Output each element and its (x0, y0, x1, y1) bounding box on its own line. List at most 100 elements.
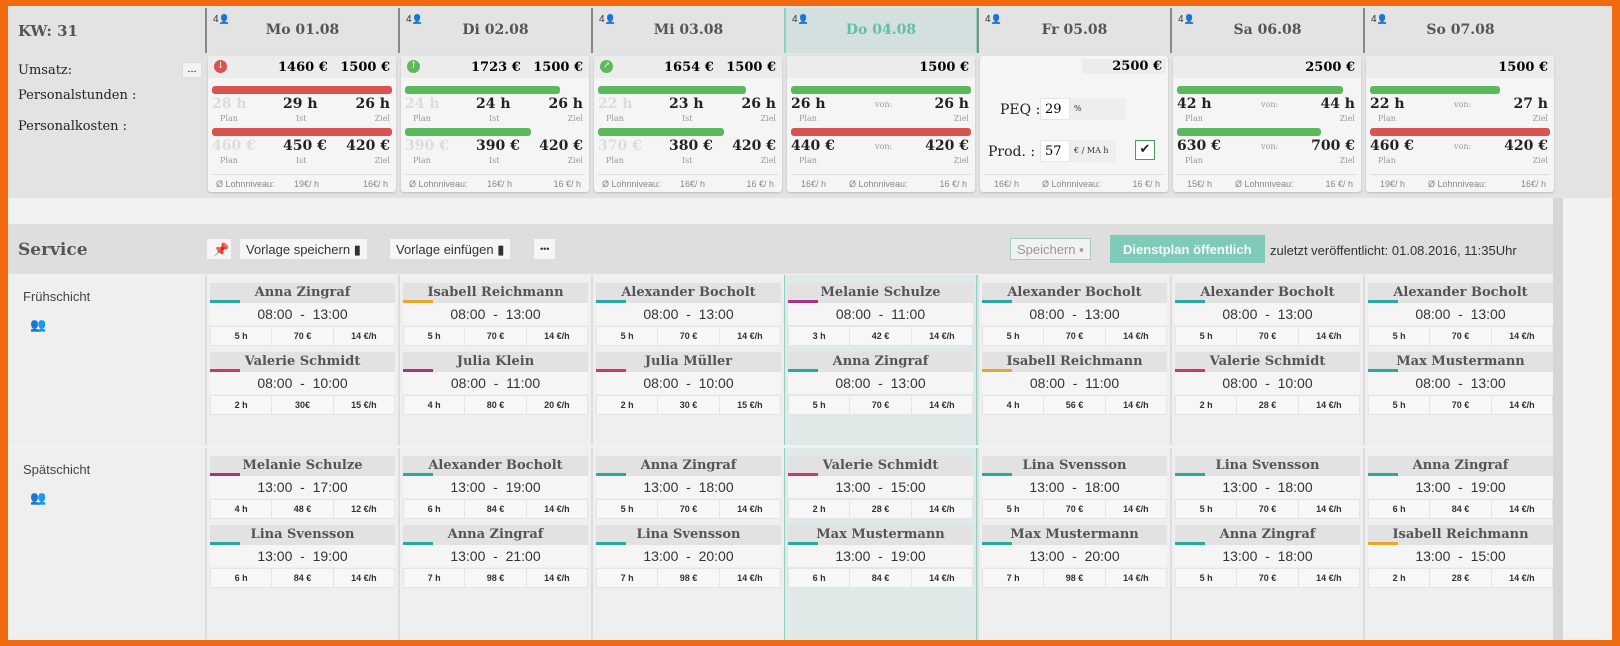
day-header[interactable]: 4👤 So 07.08 (1363, 8, 1556, 53)
employee-name: Lina Svensson (1175, 456, 1360, 476)
shift-card[interactable]: Julia Klein 08:00 - 11:00 4 h 80 €20 €/h (403, 352, 588, 417)
day-shift-column[interactable]: Alexander Bocholt 13:00 - 19:00 6 h 84 €14 … (398, 448, 591, 640)
shift-card[interactable]: Alexander Bocholt 13:00 - 19:00 6 h 84 €14 … (403, 456, 588, 521)
shift-card[interactable]: Anna Zingraf 13:00 - 19:00 6 h 84 €14 €/h (1368, 456, 1553, 521)
shift-time: 13:00 - 20:00 (596, 545, 781, 567)
shift-hours: 5 h (1006, 504, 1020, 514)
shift-cost: 56 € (1043, 396, 1104, 414)
shift-card[interactable]: Alexander Bocholt 08:00 - 13:00 5 h 70 €14 … (1175, 283, 1360, 348)
day-shift-column[interactable]: Anna Zingraf 08:00 - 13:00 5 h 70 €14 €/h Va… (205, 275, 398, 445)
umsatz-row: 1500 € (787, 56, 975, 78)
day-shift-column[interactable]: Melanie Schulze 13:00 - 17:00 4 h 48 €12 €/… (205, 448, 398, 640)
group-icon[interactable]: 👥 (30, 490, 47, 505)
shift-card[interactable]: Anna Zingraf 08:00 - 13:00 5 h 70 €14 €/h (210, 283, 395, 348)
von-caption: von: (1261, 100, 1279, 109)
day-header[interactable]: 4👤 Do 04.08 (784, 8, 977, 53)
shift-card[interactable]: Alexander Bocholt 08:00 - 13:00 5 h 70 €14 … (982, 283, 1167, 348)
employee-color-marker (1368, 300, 1398, 303)
day-shift-column[interactable]: Melanie Schulze 08:00 - 11:00 3 h 42 €14 €/… (784, 275, 977, 445)
day-shift-column[interactable]: Valerie Schmidt 13:00 - 15:00 2 h 28 €14 €/… (784, 448, 977, 640)
shift-card[interactable]: Lina Svensson 13:00 - 18:00 5 h 70 €14 €/h (1175, 456, 1360, 521)
ist-caption: Ist (296, 156, 307, 165)
day-shift-column[interactable]: Anna Zingraf 13:00 - 19:00 6 h 84 €14 €/h Is… (1363, 448, 1556, 640)
day-summary-card: 2500 € PEQ :29% Prod. :57 € / MA h ✔ 16€/ h Ø … (980, 56, 1168, 192)
shift-card[interactable]: Anna Zingraf 13:00 - 18:00 5 h 70 €14 €/h (1175, 525, 1360, 590)
shift-rate: 14 €/h (718, 569, 780, 587)
day-shift-column[interactable]: Alexander Bocholt 08:00 - 13:00 5 h 70 €14 … (977, 275, 1170, 445)
shift-hours: 5 h (620, 504, 634, 514)
shift-card[interactable]: Valerie Schmidt 13:00 - 15:00 2 h 28 €14 €/… (788, 456, 973, 521)
shift-card[interactable]: Alexander Bocholt 08:00 - 13:00 5 h 70 €14 … (596, 283, 781, 348)
confirm-checkbox[interactable]: ✔ (1135, 140, 1155, 160)
day-shift-column[interactable]: Lina Svensson 13:00 - 18:00 5 h 70 €14 €/h A… (1170, 448, 1363, 640)
shift-rate: 15 €/h (332, 396, 394, 414)
shift-card[interactable]: Anna Zingraf 08:00 - 13:00 5 h 70 €14 €/h (788, 352, 973, 417)
scrollbar[interactable] (1553, 198, 1563, 640)
publish-button[interactable]: Dienstplan öffentlich (1110, 235, 1265, 263)
shift-cost: 98 € (657, 569, 718, 587)
ist-value: 29 h (283, 96, 318, 112)
peq-input[interactable]: 29 (1040, 98, 1070, 120)
shift-card[interactable]: Max Mustermann 13:00 - 20:00 7 h 98 €14 €/h (982, 525, 1167, 590)
trend-up-right-icon: ↗ (600, 60, 613, 73)
shift-card[interactable]: Valerie Schmidt 08:00 - 10:00 2 h 30€ 15 €/h (210, 352, 395, 417)
shift-cost: 70 € (1429, 396, 1490, 414)
shift-card[interactable]: Max Mustermann 08:00 - 13:00 5 h 70 €14 €/h (1368, 352, 1553, 417)
employee-color-marker (1175, 473, 1205, 476)
shift-card[interactable]: Lina Svensson 13:00 - 20:00 7 h 98 €14 €/h (596, 525, 781, 590)
employee-name: Anna Zingraf (403, 525, 588, 545)
shift-rate: 14 €/h (525, 327, 587, 345)
more-options-button[interactable]: ... (182, 62, 202, 78)
insert-template-button[interactable]: Vorlage einfügen ▮ (389, 238, 512, 260)
shift-card[interactable]: Max Mustermann 13:00 - 19:00 6 h 84 €14 €/h (788, 525, 973, 590)
day-header[interactable]: 4👤 Sa 06.08 (1170, 8, 1363, 53)
prod-input[interactable]: 57 (1040, 140, 1070, 162)
day-shift-column[interactable]: Anna Zingraf 13:00 - 18:00 5 h 70 €14 €/h Li… (591, 448, 784, 640)
employee-color-marker (403, 369, 433, 372)
day-shift-column[interactable]: Isabell Reichmann 08:00 - 13:00 5 h 70 €14 … (398, 275, 591, 445)
employee-name: Alexander Bocholt (982, 283, 1167, 303)
cost-progress-bar (1177, 128, 1321, 136)
shift-card[interactable]: Isabell Reichmann 08:00 - 13:00 5 h 70 €14 … (403, 283, 588, 348)
employee-name: Anna Zingraf (596, 456, 781, 476)
employee-color-marker (210, 369, 240, 372)
shift-card[interactable]: Lina Svensson 13:00 - 19:00 6 h 84 €14 €/h (210, 525, 395, 590)
day-shift-column[interactable]: Alexander Bocholt 08:00 - 13:00 5 h 70 €14 … (1363, 275, 1556, 445)
shift-time: 13:00 - 17:00 (210, 476, 395, 498)
shift-card[interactable]: Anna Zingraf 13:00 - 18:00 5 h 70 €14 €/h (596, 456, 781, 521)
shift-hours: 7 h (620, 573, 634, 583)
more-button[interactable]: ••• (533, 238, 557, 260)
ist-value: 390 € (476, 138, 520, 154)
shift-card[interactable]: Julia Müller 08:00 - 10:00 2 h 30 €15 €/h (596, 352, 781, 417)
save-button[interactable]: Speichern ▪ (1010, 238, 1091, 260)
day-header[interactable]: 4👤 Fr 05.08 (977, 8, 1170, 53)
day-shift-column[interactable]: Lina Svensson 13:00 - 18:00 5 h 70 €14 €/h M… (977, 448, 1170, 640)
save-template-button[interactable]: Vorlage speichern ▮ (239, 238, 368, 260)
shift-stats: 2 h 28 €14 €/h (788, 499, 973, 519)
plan-caption: Plan (220, 156, 238, 165)
umsatz-row: 1500 € (1366, 56, 1554, 78)
ziel-value: 420 € (1504, 138, 1548, 154)
shift-card[interactable]: Isabell Reichmann 08:00 - 11:00 4 h 56 €14 … (982, 352, 1167, 417)
shift-card[interactable]: Melanie Schulze 13:00 - 17:00 4 h 48 €12 €/… (210, 456, 395, 521)
shift-rate: 14 €/h (910, 327, 972, 345)
shift-card[interactable]: Lina Svensson 13:00 - 18:00 5 h 70 €14 €/h (982, 456, 1167, 521)
group-icon[interactable]: 👥 (30, 317, 47, 332)
day-header[interactable]: 4👤 Mo 01.08 (205, 8, 398, 53)
employee-color-marker (1175, 300, 1205, 303)
shift-card[interactable]: Melanie Schulze 08:00 - 11:00 3 h 42 €14 €/… (788, 283, 973, 348)
shift-card[interactable]: Anna Zingraf 13:00 - 21:00 7 h 98 €14 €/h (403, 525, 588, 590)
ziel-value: 420 € (925, 138, 969, 154)
day-header[interactable]: 4👤 Di 02.08 (398, 8, 591, 53)
shift-card[interactable]: Alexander Bocholt 08:00 - 13:00 5 h 70 €14 … (1368, 283, 1553, 348)
pin-button[interactable]: 📌 (206, 238, 232, 260)
plan-value: 460 € (1370, 138, 1414, 154)
day-header[interactable]: 4👤 Mi 03.08 (591, 8, 784, 53)
shift-rate: 14 €/h (332, 327, 394, 345)
shift-card[interactable]: Valerie Schmidt 08:00 - 10:00 2 h 28 €14 €/… (1175, 352, 1360, 417)
shift-card[interactable]: Isabell Reichmann 13:00 - 15:00 2 h 28 €14 … (1368, 525, 1553, 590)
employee-name: Melanie Schulze (788, 283, 973, 303)
day-shift-column[interactable]: Alexander Bocholt 08:00 - 13:00 5 h 70 €14 … (591, 275, 784, 445)
day-shift-column[interactable]: Alexander Bocholt 08:00 - 13:00 5 h 70 €14 … (1170, 275, 1363, 445)
employee-color-marker (982, 300, 1012, 303)
